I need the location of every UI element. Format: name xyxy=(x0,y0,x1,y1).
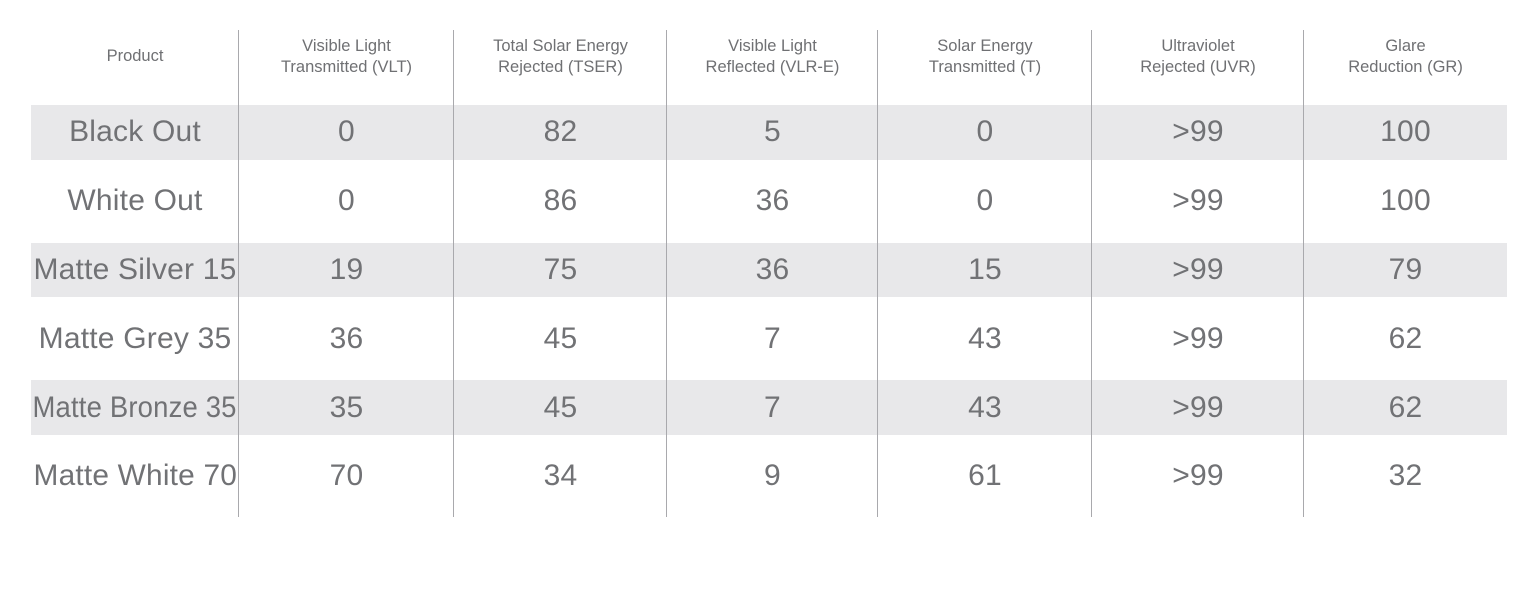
product-cell: Matte Grey 35 xyxy=(38,321,232,355)
product-cell: White Out xyxy=(67,184,203,218)
value-cell-vlre: 36 xyxy=(755,184,790,218)
table-row-matte-bronze-35: Matte Bronze 35 35 45 7 43 >99 62 xyxy=(31,373,1507,442)
value-cell-tser: 45 xyxy=(543,390,578,424)
value-cell-vlre: 36 xyxy=(755,252,790,286)
table-row-matte-silver-15: Matte Silver 15 19 75 36 15 >99 79 xyxy=(31,236,1507,305)
value-cell-tser: 45 xyxy=(543,321,578,355)
value-cell-vlre: 9 xyxy=(764,459,781,493)
value-cell-vlt: 35 xyxy=(329,390,364,424)
column-header-gr: Glare Reduction (GR) xyxy=(1348,36,1463,76)
value-cell-tser: 86 xyxy=(543,184,578,218)
product-cell: Matte White 70 xyxy=(33,459,237,493)
value-cell-uvr: >99 xyxy=(1172,459,1224,493)
value-cell-gr: 62 xyxy=(1388,390,1423,424)
value-cell-gr: 79 xyxy=(1388,252,1423,286)
value-cell-t: 43 xyxy=(968,390,1002,424)
value-cell-uvr: >99 xyxy=(1172,252,1224,286)
table-row-matte-grey-35: Matte Grey 35 36 45 7 43 >99 62 xyxy=(31,304,1507,373)
value-cell-uvr: >99 xyxy=(1172,115,1224,149)
value-cell-vlt: 0 xyxy=(338,184,355,218)
column-header-vlre: Visible Light Reflected (VLR-E) xyxy=(705,36,840,76)
value-cell-uvr: >99 xyxy=(1172,390,1224,424)
value-cell-gr: 100 xyxy=(1380,115,1431,149)
value-cell-t: 15 xyxy=(968,252,1002,286)
value-cell-vlt: 19 xyxy=(329,252,364,286)
value-cell-vlt: 0 xyxy=(338,115,355,149)
performance-spec-table: Product Visible Light Transmitted (VLT) … xyxy=(31,25,1507,511)
value-cell-tser: 34 xyxy=(543,459,578,493)
value-cell-vlre: 7 xyxy=(764,390,781,424)
value-cell-t: 43 xyxy=(968,321,1002,355)
product-cell: Black Out xyxy=(69,115,201,149)
value-cell-tser: 75 xyxy=(543,252,578,286)
value-cell-t: 61 xyxy=(968,459,1002,493)
column-header-uvr: Ultraviolet Rejected (UVR) xyxy=(1140,36,1256,76)
value-cell-vlre: 5 xyxy=(764,115,781,149)
table-header-row: Product Visible Light Transmitted (VLT) … xyxy=(31,25,1507,98)
value-cell-vlt: 70 xyxy=(329,459,364,493)
value-cell-uvr: >99 xyxy=(1172,184,1224,218)
column-header-t: Solar Energy Transmitted (T) xyxy=(928,36,1042,76)
value-cell-gr: 32 xyxy=(1388,459,1423,493)
value-cell-gr: 62 xyxy=(1388,321,1423,355)
table-row-white-out: White Out 0 86 36 0 >99 100 xyxy=(31,167,1507,236)
value-cell-tser: 82 xyxy=(543,115,578,149)
value-cell-gr: 100 xyxy=(1380,184,1431,218)
column-header-vlt: Visible Light Transmitted (VLT) xyxy=(280,36,413,76)
product-cell: Matte Silver 15 xyxy=(33,252,237,286)
product-cell: Matte Bronze 35 xyxy=(32,390,238,424)
value-cell-vlt: 36 xyxy=(329,321,364,355)
column-header-product: Product xyxy=(106,47,164,65)
value-cell-t: 0 xyxy=(976,115,994,149)
value-cell-uvr: >99 xyxy=(1172,321,1224,355)
table-row-black-out: Black Out 0 82 5 0 >99 100 xyxy=(31,98,1507,167)
value-cell-vlre: 7 xyxy=(764,321,781,355)
column-header-tser: Total Solar Energy Rejected (TSER) xyxy=(493,36,628,76)
table-row-matte-white-70: Matte White 70 70 34 9 61 >99 32 xyxy=(31,442,1507,511)
value-cell-t: 0 xyxy=(976,184,994,218)
